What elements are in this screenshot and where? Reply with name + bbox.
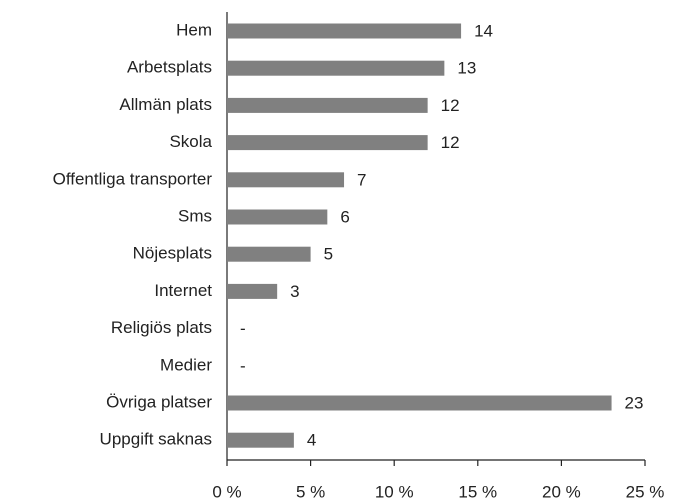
bar	[227, 97, 428, 113]
y-tick-label: Sms	[178, 206, 212, 225]
x-tick-label: 25 %	[626, 482, 665, 501]
y-tick-label: Skola	[169, 132, 212, 151]
value-label: -	[240, 356, 246, 375]
bar	[227, 60, 445, 76]
bar	[227, 209, 328, 225]
y-tick-label: Uppgift saknas	[100, 430, 212, 449]
bar	[227, 432, 294, 448]
value-label: 14	[474, 21, 493, 40]
value-label: 7	[357, 170, 366, 189]
y-tick-label: Religiös plats	[111, 318, 212, 337]
y-tick-label: Internet	[154, 281, 212, 300]
x-tick-label: 5 %	[296, 482, 325, 501]
y-tick-label: Allmän plats	[119, 95, 212, 114]
x-tick-label: 0 %	[212, 482, 241, 501]
bar	[227, 395, 612, 411]
value-label: 5	[324, 245, 333, 264]
value-label: 6	[340, 207, 349, 226]
y-tick-label: Hem	[176, 20, 212, 39]
bar	[227, 135, 428, 151]
bar	[227, 246, 311, 262]
x-tick-label: 20 %	[542, 482, 581, 501]
value-label: 13	[457, 59, 476, 78]
value-label: -	[240, 319, 246, 338]
value-label: 12	[441, 96, 460, 115]
value-label: 23	[625, 393, 644, 412]
y-tick-label: Nöjesplats	[133, 244, 212, 263]
y-tick-label: Medier	[160, 355, 212, 374]
y-tick-label: Arbetsplats	[127, 58, 212, 77]
x-tick-label: 15 %	[458, 482, 497, 501]
bar	[227, 23, 462, 39]
y-tick-label: Övriga platser	[106, 392, 212, 411]
y-tick-label: Offentliga transporter	[53, 169, 213, 188]
value-label: 4	[307, 431, 316, 450]
value-label: 3	[290, 282, 299, 301]
value-label: 12	[441, 133, 460, 152]
bar	[227, 283, 278, 299]
bar	[227, 172, 345, 188]
x-tick-label: 10 %	[375, 482, 414, 501]
